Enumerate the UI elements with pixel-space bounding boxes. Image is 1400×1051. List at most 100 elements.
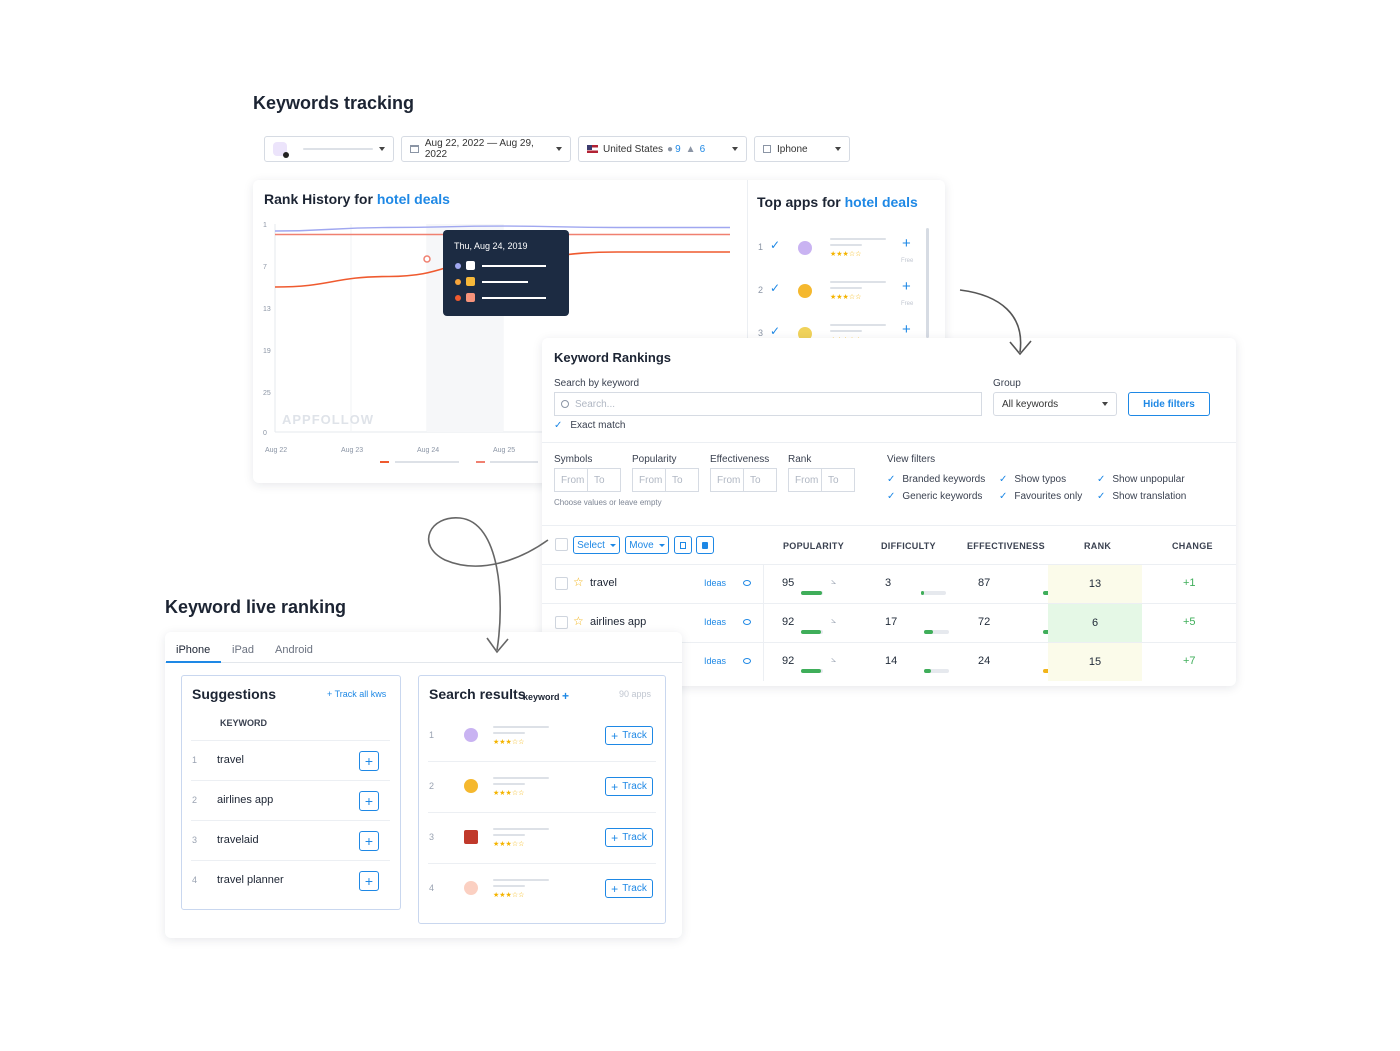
hide-filters-button[interactable]: Hide filters <box>1128 392 1210 416</box>
col-difficulty[interactable]: DIFFICULTY <box>881 541 936 551</box>
eye-icon[interactable] <box>743 619 751 625</box>
row-checkbox[interactable] <box>555 616 568 629</box>
star-icon[interactable]: ☆ <box>573 614 584 628</box>
search-keyword[interactable]: keyword + <box>523 689 570 703</box>
scrollbar[interactable] <box>926 228 929 338</box>
add-keyword-button[interactable]: + <box>359 831 379 851</box>
col-effectiveness[interactable]: EFFECTIVENESS <box>967 541 1045 551</box>
rank-number: 1 <box>758 242 764 252</box>
range-to-input[interactable]: To <box>743 468 777 492</box>
popularity-bar <box>801 669 823 673</box>
range-to-input[interactable]: To <box>587 468 621 492</box>
delete-button[interactable] <box>696 536 714 554</box>
add-icon[interactable]: + <box>902 235 911 252</box>
col-rank[interactable]: RANK <box>1084 541 1112 551</box>
popularity-bar <box>801 630 823 634</box>
check-icon[interactable]: ✓ <box>770 281 781 295</box>
difficulty-value: 3 <box>885 577 892 589</box>
track-label: Track <box>622 832 647 843</box>
range-to-input[interactable]: To <box>665 468 699 492</box>
popularity-value: 92 <box>782 655 795 667</box>
range-to-input[interactable]: To <box>821 468 855 492</box>
table-row[interactable]: ☆ airlines app Ideas 92 ⦣ 17 72 6 +5 <box>542 604 1236 642</box>
device-selector[interactable]: Iphone <box>754 136 850 162</box>
view-filter-checkbox[interactable]: ✓ Show typos <box>999 474 1066 485</box>
device-icon <box>763 145 771 153</box>
track-all-link[interactable]: + Track all kws <box>327 689 387 699</box>
view-filter-checkbox[interactable]: ✓ Generic keywords <box>887 491 982 502</box>
series-line[interactable] <box>274 225 730 232</box>
list-item: 2 airlines app + <box>191 781 390 820</box>
view-filter-checkbox[interactable]: ✓ Show translation <box>1097 491 1186 502</box>
view-filter-checkbox[interactable]: ✓ Favourites only <box>999 491 1082 502</box>
group-select[interactable]: All keywords <box>993 392 1117 416</box>
trend-icon[interactable]: ⦣ <box>831 615 837 625</box>
range-from-input[interactable]: From <box>710 468 744 492</box>
row-checkbox[interactable] <box>555 577 568 590</box>
hover-point[interactable] <box>423 255 431 263</box>
filters-hint: Choose values or leave empty <box>554 498 662 507</box>
x-tick-label: Aug 22 <box>265 447 287 454</box>
ideas-link[interactable]: Ideas <box>704 656 727 666</box>
rating-stars: ★★★☆☆ <box>830 294 862 301</box>
add-keyword-button[interactable]: + <box>359 751 379 771</box>
track-label: Track <box>622 883 647 894</box>
view-filter-checkbox[interactable]: ✓ Show unpopular <box>1097 474 1185 485</box>
country-selector[interactable]: United States ● 9 ▲ 6 <box>578 136 747 162</box>
exact-match-checkbox[interactable]: ✓ Exact match <box>554 420 625 431</box>
track-button[interactable]: + Track <box>605 726 653 745</box>
select-dropdown[interactable]: Select <box>573 536 620 554</box>
search-label: Search by keyword <box>554 378 640 389</box>
top-app-row[interactable]: 2 ✓ ★★★☆☆ + Free <box>757 275 922 313</box>
check-icon[interactable]: ✓ <box>770 238 781 252</box>
row-separator <box>428 761 656 762</box>
range-filter-label: Effectiveness <box>710 454 770 465</box>
rating-stars: ★★★☆☆ <box>830 336 861 338</box>
trend-icon[interactable]: ⦣ <box>831 654 837 664</box>
eye-icon[interactable] <box>743 658 751 664</box>
check-icon[interactable]: ✓ <box>770 324 781 338</box>
copy-button[interactable] <box>674 536 692 554</box>
add-keyword-button[interactable]: + <box>359 871 379 891</box>
add-icon[interactable]: + <box>902 321 911 338</box>
tab-android[interactable]: Android <box>275 644 313 656</box>
col-change[interactable]: CHANGE <box>1172 541 1213 551</box>
change-value: +7 <box>1183 655 1196 667</box>
app-selector[interactable] <box>264 136 394 162</box>
ios-count: 9 <box>675 143 681 155</box>
add-icon[interactable]: + <box>902 278 911 295</box>
ideas-link[interactable]: Ideas <box>704 617 727 627</box>
top-app-row[interactable]: 3 ✓ ★★★☆☆ + <box>757 318 922 338</box>
track-button[interactable]: + Track <box>605 777 653 796</box>
rank-number: 3 <box>758 328 764 338</box>
page-title: Keywords tracking <box>253 93 415 113</box>
difficulty-value: 14 <box>885 655 898 667</box>
add-keyword-button[interactable]: + <box>359 791 379 811</box>
view-filter-checkbox[interactable]: ✓ Branded keywords <box>887 474 985 485</box>
tab-ipad[interactable]: iPad <box>232 644 255 656</box>
effectiveness-value: 87 <box>978 577 991 589</box>
col-popularity[interactable]: POPULARITY <box>783 541 845 551</box>
range-from-input[interactable]: From <box>632 468 666 492</box>
search-input[interactable]: Search... <box>554 392 982 416</box>
android-icon: ▲ <box>685 143 696 155</box>
range-from-input[interactable]: From <box>788 468 822 492</box>
select-all-checkbox[interactable] <box>555 538 568 551</box>
trend-icon[interactable]: ⦣ <box>831 576 837 586</box>
range-from-input[interactable]: From <box>554 468 588 492</box>
ideas-link[interactable]: Ideas <box>704 578 727 588</box>
track-button[interactable]: + Track <box>605 828 653 847</box>
star-icon[interactable]: ☆ <box>573 575 584 589</box>
date-range-picker[interactable]: Aug 22, 2022 — Aug 29, 2022 <box>401 136 571 162</box>
active-tab-indicator <box>166 661 221 663</box>
suggestion-keyword: travel planner <box>217 874 284 886</box>
top-app-row[interactable]: 1 ✓ ★★★☆☆ + Free <box>757 232 922 270</box>
move-dropdown[interactable]: Move <box>625 536 669 554</box>
table-row[interactable]: ☆ travel Ideas 95 ⦣ 3 87 13 +1 <box>542 565 1236 603</box>
top-apps-list: 1 ✓ ★★★☆☆ + Free 2 ✓ ★★★☆☆ + Free 3 ✓ ★★★☆☆ + <box>757 226 937 338</box>
track-button[interactable]: + Track <box>605 879 653 898</box>
copy-icon <box>680 541 686 549</box>
tab-iphone[interactable]: iPhone <box>176 644 211 656</box>
group-label: Group <box>993 378 1021 389</box>
eye-icon[interactable] <box>743 580 751 586</box>
